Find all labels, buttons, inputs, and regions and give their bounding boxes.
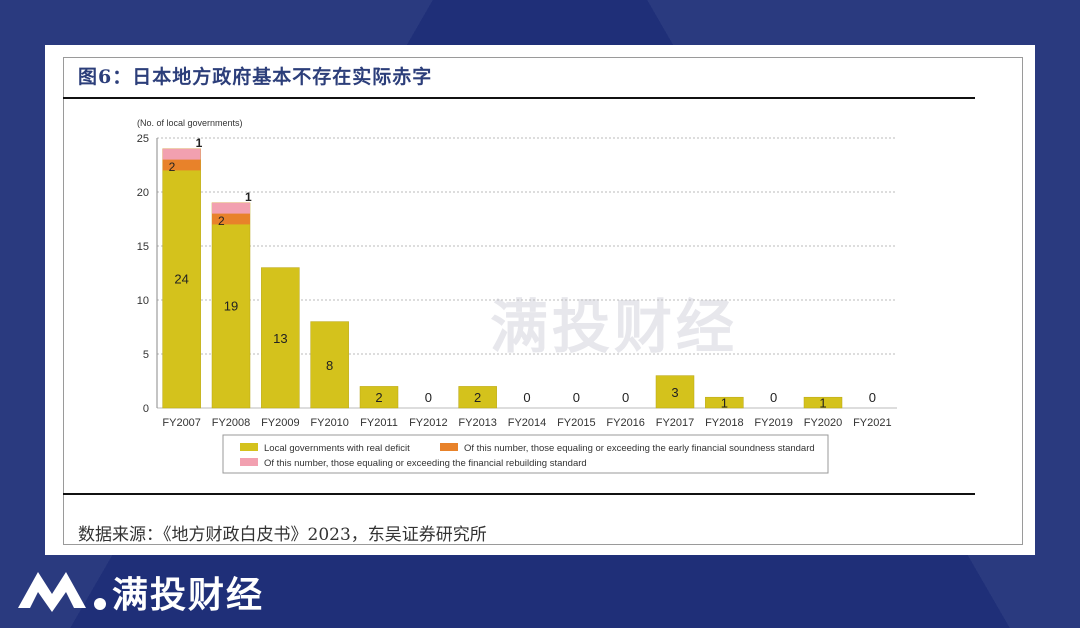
bar-value-label: 0 bbox=[425, 390, 432, 405]
x-tick-label: FY2013 bbox=[458, 417, 497, 429]
bars: 24 2 1 19 2 1 13 8 2 0 2 0 0 0 3 1 0 1 0 bbox=[162, 136, 876, 411]
bar-value-label: 13 bbox=[273, 331, 287, 346]
bar bbox=[310, 321, 349, 409]
legend: Local governments with real deficit Of th… bbox=[222, 434, 829, 474]
bar bbox=[803, 396, 843, 409]
x-tick-label: FY2010 bbox=[310, 417, 349, 429]
source-note: 数据来源：《地方财政白皮书》2023，东吴证券研究所 bbox=[78, 525, 487, 545]
x-tick-label: FY2019 bbox=[754, 417, 793, 429]
bar-value-label: 24 bbox=[174, 271, 188, 286]
bar bbox=[458, 386, 497, 409]
bar-segment-early-label: 2 bbox=[218, 214, 225, 228]
x-tick-label: FY2018 bbox=[705, 417, 744, 429]
y-axis-label: (No. of local governments) bbox=[137, 118, 243, 128]
y-tick-label: 5 bbox=[143, 349, 149, 361]
x-tick-label: FY2011 bbox=[360, 417, 398, 429]
x-tick-labels: FY2007 FY2008 FY2009 FY2010 FY2011 FY2012 FY20… bbox=[162, 417, 891, 429]
bar-value-label: 2 bbox=[375, 390, 382, 405]
bar-value-label: 0 bbox=[622, 390, 629, 405]
watermark: 满投财经 bbox=[490, 293, 739, 361]
bar-value-label: 0 bbox=[573, 390, 580, 405]
bar-value-label: 1 bbox=[721, 396, 728, 411]
title-rule bbox=[63, 97, 975, 99]
bar bbox=[162, 148, 201, 409]
bar bbox=[705, 396, 744, 409]
x-tick-label: FY2021 bbox=[853, 417, 892, 429]
x-tick-label: FY2007 bbox=[162, 417, 201, 429]
x-tick-label: FY2017 bbox=[656, 417, 695, 429]
bar bbox=[359, 386, 399, 409]
legend-label: Of this number, those equaling or exceed… bbox=[464, 443, 815, 454]
y-tick-label: 20 bbox=[137, 187, 149, 199]
x-tick-label: FY2009 bbox=[261, 417, 300, 429]
bar-segment-rebuilding-label: 1 bbox=[245, 190, 252, 204]
bar-value-label: 1 bbox=[819, 396, 826, 411]
bar bbox=[261, 267, 300, 409]
bar-value-label: 3 bbox=[671, 385, 678, 400]
bar-segment-rebuilding bbox=[162, 148, 201, 160]
x-tick-label: FY2008 bbox=[212, 417, 251, 429]
x-tick-label: FY2014 bbox=[508, 417, 547, 429]
figure-title: 图6：日本地方政府基本不存在实际赤字 bbox=[78, 66, 433, 88]
source-rule bbox=[63, 493, 975, 495]
bar-segment-rebuilding-label: 1 bbox=[196, 136, 203, 150]
y-tick-label: 15 bbox=[137, 241, 149, 253]
bar-segment-early-label: 2 bbox=[169, 160, 176, 174]
bar-value-label: 0 bbox=[770, 390, 777, 405]
x-tick-label: FY2015 bbox=[557, 417, 596, 429]
x-tick-label: FY2012 bbox=[409, 417, 448, 429]
bar-value-label: 0 bbox=[869, 390, 876, 405]
bar-value-label: 0 bbox=[523, 390, 530, 405]
bar bbox=[655, 375, 695, 409]
bar-segment-rebuilding bbox=[212, 202, 250, 214]
y-tick-labels: 0 5 10 15 20 25 bbox=[137, 133, 149, 415]
x-tick-label: FY2016 bbox=[606, 417, 645, 429]
y-tick-label: 10 bbox=[137, 295, 149, 307]
bar-value-label: 19 bbox=[224, 298, 238, 313]
bar-value-label: 8 bbox=[326, 358, 333, 373]
legend-swatch bbox=[240, 458, 258, 466]
figure-frame bbox=[63, 57, 1023, 545]
x-tick-label: FY2020 bbox=[804, 417, 843, 429]
legend-swatch bbox=[240, 443, 258, 451]
legend-label: Of this number, those equaling or exceed… bbox=[264, 458, 587, 469]
y-tick-label: 0 bbox=[143, 403, 149, 415]
legend-box bbox=[222, 434, 829, 474]
legend-label: Local governments with real deficit bbox=[264, 443, 410, 454]
bar-value-label: 2 bbox=[474, 390, 481, 405]
legend-swatch bbox=[440, 443, 458, 451]
brand-name: 满投财经 bbox=[112, 575, 265, 616]
y-tick-label: 25 bbox=[137, 133, 149, 145]
brand-logo-icon bbox=[18, 572, 106, 612]
